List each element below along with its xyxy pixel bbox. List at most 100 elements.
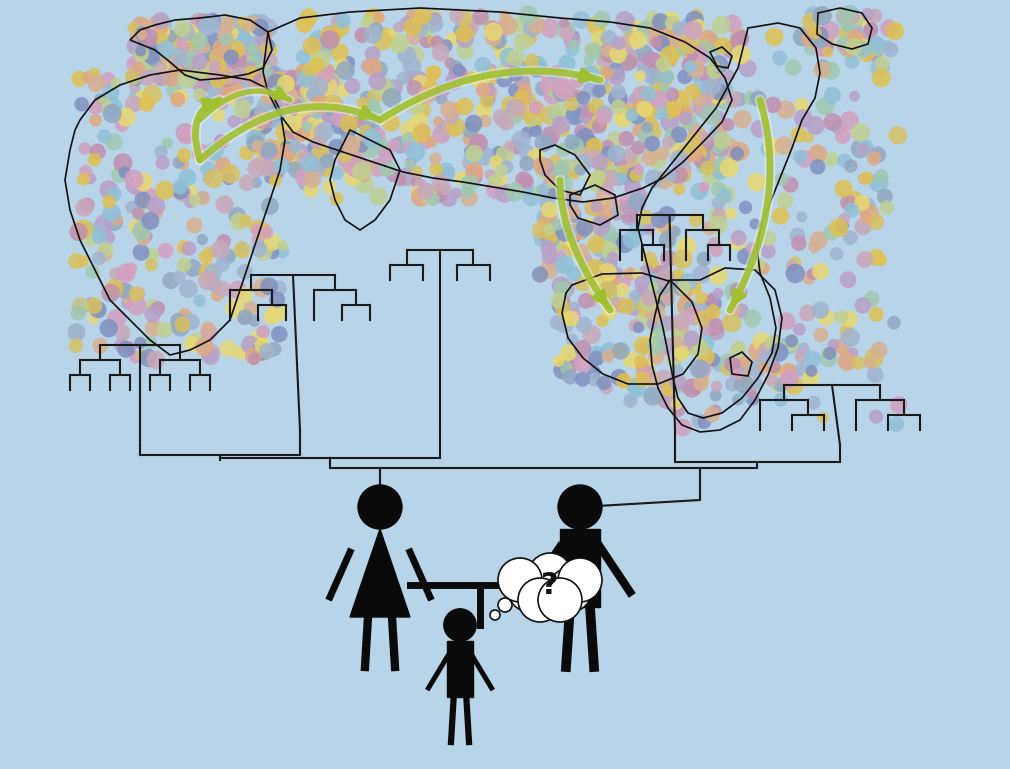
Point (302, 118, 318, 130)
Point (524, 114, 540, 126)
Point (559, 27, 575, 39)
Point (842, 160, 858, 172)
Point (600, 148, 616, 161)
Point (524, 55, 540, 67)
Point (347, 162, 364, 175)
Point (262, 55, 278, 67)
Point (506, 100, 522, 112)
Point (613, 345, 629, 357)
Point (673, 346, 689, 358)
Point (636, 47, 652, 59)
Point (301, 104, 317, 116)
Circle shape (498, 558, 542, 602)
Point (622, 105, 638, 118)
Point (807, 119, 823, 131)
Point (805, 268, 821, 280)
Point (589, 100, 605, 112)
Point (493, 173, 509, 185)
Point (128, 288, 144, 300)
Point (467, 165, 483, 178)
Point (721, 69, 737, 82)
Point (513, 78, 529, 91)
Point (135, 176, 152, 188)
Point (528, 151, 544, 163)
Point (647, 306, 664, 318)
Point (595, 118, 611, 130)
Point (706, 65, 722, 78)
Point (820, 352, 836, 365)
Point (842, 231, 858, 244)
Point (519, 127, 535, 139)
Point (660, 394, 676, 406)
Point (154, 145, 170, 158)
Point (194, 65, 210, 77)
Point (558, 191, 574, 204)
Point (594, 284, 610, 296)
Point (699, 151, 715, 164)
Point (392, 138, 408, 151)
Point (765, 98, 781, 111)
Point (656, 71, 673, 83)
Point (644, 318, 661, 330)
Point (654, 281, 671, 294)
Point (866, 47, 882, 59)
Point (411, 14, 427, 26)
Point (691, 414, 707, 427)
Point (584, 296, 600, 308)
Point (695, 103, 711, 115)
Point (765, 346, 781, 358)
Point (360, 60, 376, 72)
Point (128, 88, 144, 101)
Point (433, 93, 449, 105)
Point (773, 210, 789, 222)
Point (313, 145, 329, 157)
Point (378, 81, 394, 93)
Point (644, 261, 661, 273)
Point (259, 227, 275, 239)
Point (617, 164, 633, 176)
Point (344, 80, 361, 92)
Point (814, 64, 830, 76)
Point (694, 312, 710, 325)
Polygon shape (447, 641, 473, 697)
Point (243, 66, 260, 78)
Point (726, 286, 742, 298)
Point (585, 201, 601, 214)
Point (782, 373, 798, 385)
Point (412, 178, 428, 191)
Point (147, 354, 164, 366)
Point (177, 309, 193, 321)
Circle shape (508, 568, 552, 612)
Point (582, 147, 598, 159)
Point (678, 145, 694, 158)
Point (126, 31, 142, 43)
Point (781, 339, 797, 351)
Point (432, 46, 448, 58)
Point (697, 323, 713, 335)
Point (371, 190, 387, 202)
Point (686, 137, 702, 149)
Point (446, 125, 463, 137)
Point (304, 173, 320, 185)
Point (78, 165, 94, 178)
Point (220, 250, 236, 262)
Point (635, 340, 651, 352)
Point (731, 32, 747, 44)
Point (600, 286, 616, 298)
Point (532, 268, 548, 281)
Point (460, 186, 476, 198)
Point (421, 81, 437, 93)
Point (415, 10, 431, 22)
Point (688, 62, 704, 75)
Point (704, 169, 720, 181)
Point (670, 35, 686, 48)
Point (743, 241, 760, 254)
Point (712, 210, 728, 222)
Point (295, 51, 311, 63)
Point (669, 398, 685, 410)
Point (250, 62, 267, 74)
Point (225, 115, 241, 128)
Circle shape (538, 578, 582, 622)
Point (163, 275, 179, 287)
Point (90, 145, 106, 158)
